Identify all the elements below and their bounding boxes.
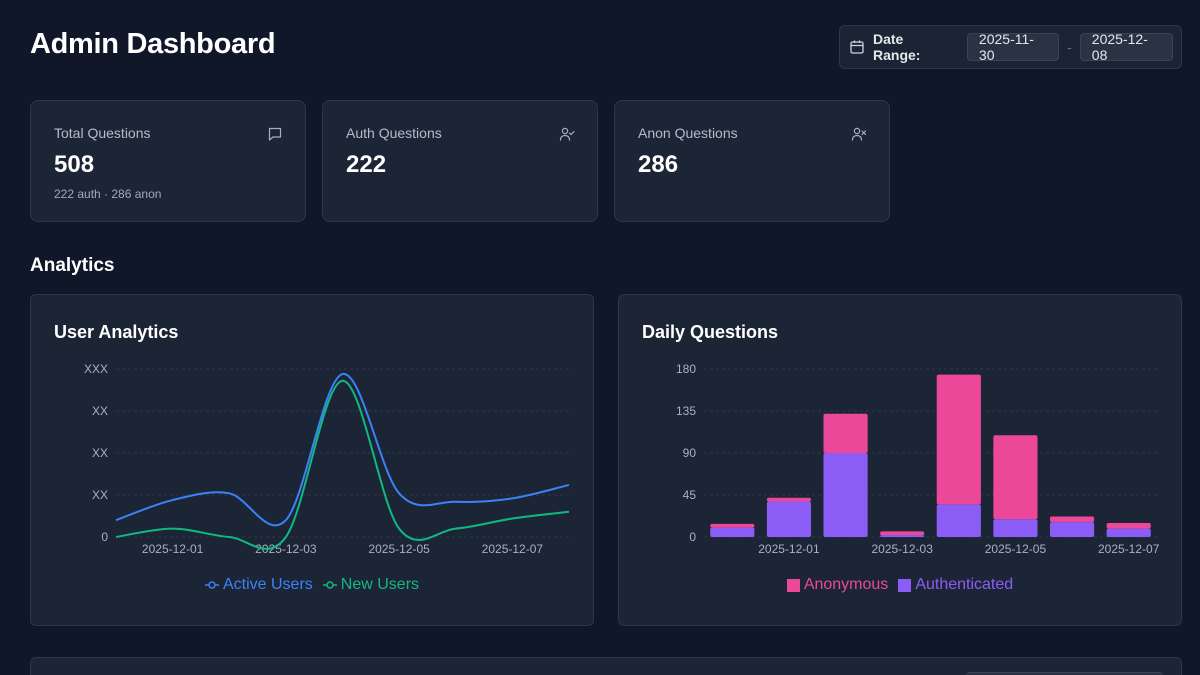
date-range-picker: Date Range: 2025-11-30 - 2025-12-08 xyxy=(839,25,1182,69)
legend-label: New Users xyxy=(341,576,419,594)
calendar-icon xyxy=(849,39,865,55)
new-users-line xyxy=(116,381,569,549)
daily-questions-chart: 0 45 90 135 180 2025-12-01 2025-12-03 2025-12-0… xyxy=(619,295,1183,575)
y-tick-label: 0 xyxy=(101,530,108,544)
analytics-section-title: Analytics xyxy=(30,255,114,277)
user-check-icon xyxy=(559,126,575,142)
chart-legend: Anonymous Authenticated xyxy=(619,576,1181,594)
legend-swatch xyxy=(787,579,800,592)
x-tick-label: 2025-12-07 xyxy=(482,542,544,556)
stat-title: Total Questions xyxy=(54,125,282,141)
x-tick-label: 2025-12-03 xyxy=(871,542,933,556)
y-tick-label: 135 xyxy=(676,404,696,418)
date-range-label: Date Range: xyxy=(873,31,952,63)
active-users-line xyxy=(116,374,569,525)
bar-anonymous xyxy=(767,498,811,502)
legend-swatch xyxy=(898,579,911,592)
line-marker-icon xyxy=(323,580,337,590)
bar-authenticated xyxy=(1107,529,1151,537)
bar-anonymous xyxy=(937,375,981,505)
bar-authenticated xyxy=(767,502,811,537)
y-tick-label: 45 xyxy=(683,488,697,502)
stat-value: 222 xyxy=(346,151,574,179)
chart-legend: Active Users New Users xyxy=(31,576,593,594)
date-separator: - xyxy=(1067,39,1072,55)
x-tick-label: 2025-12-01 xyxy=(758,542,820,556)
legend-label: Active Users xyxy=(223,576,313,594)
y-tick-label: XX xyxy=(92,488,108,502)
bar-authenticated xyxy=(937,504,981,537)
stat-card-total-questions: Total Questions 508 222 auth · 286 anon xyxy=(30,100,306,222)
legend-label: Anonymous xyxy=(804,576,889,594)
bar-anonymous xyxy=(823,414,867,453)
legend-item-new-users[interactable]: New Users xyxy=(323,576,419,594)
stat-title: Auth Questions xyxy=(346,125,574,141)
bar-anonymous xyxy=(1050,516,1094,522)
start-date-input[interactable]: 2025-11-30 xyxy=(967,33,1059,61)
bar-authenticated xyxy=(1050,522,1094,537)
end-date-input[interactable]: 2025-12-08 xyxy=(1080,33,1173,61)
legend-label: Authenticated xyxy=(915,576,1013,594)
y-tick-label: XX xyxy=(92,404,108,418)
user-x-icon xyxy=(851,126,867,142)
y-tick-label: 90 xyxy=(683,446,697,460)
page-title: Admin Dashboard xyxy=(30,28,275,61)
x-tick-label: 2025-12-05 xyxy=(368,542,430,556)
legend-item-active-users[interactable]: Active Users xyxy=(205,576,313,594)
y-tick-label: XXX xyxy=(84,362,108,376)
y-tick-label: XX xyxy=(92,446,108,460)
bar-authenticated xyxy=(823,453,867,537)
legend-item-anonymous[interactable]: Anonymous xyxy=(787,576,889,594)
stat-card-auth-questions: Auth Questions 222 xyxy=(322,100,598,222)
bar-anonymous xyxy=(1107,523,1151,529)
admin-dashboard-page: Admin Dashboard Date Range: 2025-11-30 -… xyxy=(0,0,1200,675)
bar-anonymous xyxy=(880,531,924,535)
bottom-panel xyxy=(30,657,1182,675)
daily-questions-card: Daily Questions 0 45 90 135 180 2025-12-01 202… xyxy=(618,294,1182,626)
bar-authenticated xyxy=(993,519,1037,537)
y-tick-label: 0 xyxy=(689,530,696,544)
x-tick-label: 2025-12-01 xyxy=(142,542,204,556)
x-tick-label: 2025-12-07 xyxy=(1098,542,1160,556)
x-tick-label: 2025-12-05 xyxy=(985,542,1047,556)
bar-anonymous xyxy=(993,435,1037,519)
line-marker-icon xyxy=(205,580,219,590)
bar-anonymous xyxy=(710,524,754,528)
stat-value: 286 xyxy=(638,151,866,179)
legend-item-authenticated[interactable]: Authenticated xyxy=(898,576,1013,594)
bar-authenticated xyxy=(880,535,924,537)
y-tick-label: 180 xyxy=(676,362,696,376)
bar-authenticated xyxy=(710,528,754,537)
stat-card-anon-questions: Anon Questions 286 xyxy=(614,100,890,222)
message-square-icon xyxy=(267,126,283,142)
stat-title: Anon Questions xyxy=(638,125,866,141)
user-analytics-card: User Analytics 0 XX XX XX XXX 2025-12-01 2025-… xyxy=(30,294,594,626)
stat-subtitle: 222 auth · 286 anon xyxy=(54,187,282,201)
stat-value: 508 xyxy=(54,151,282,179)
